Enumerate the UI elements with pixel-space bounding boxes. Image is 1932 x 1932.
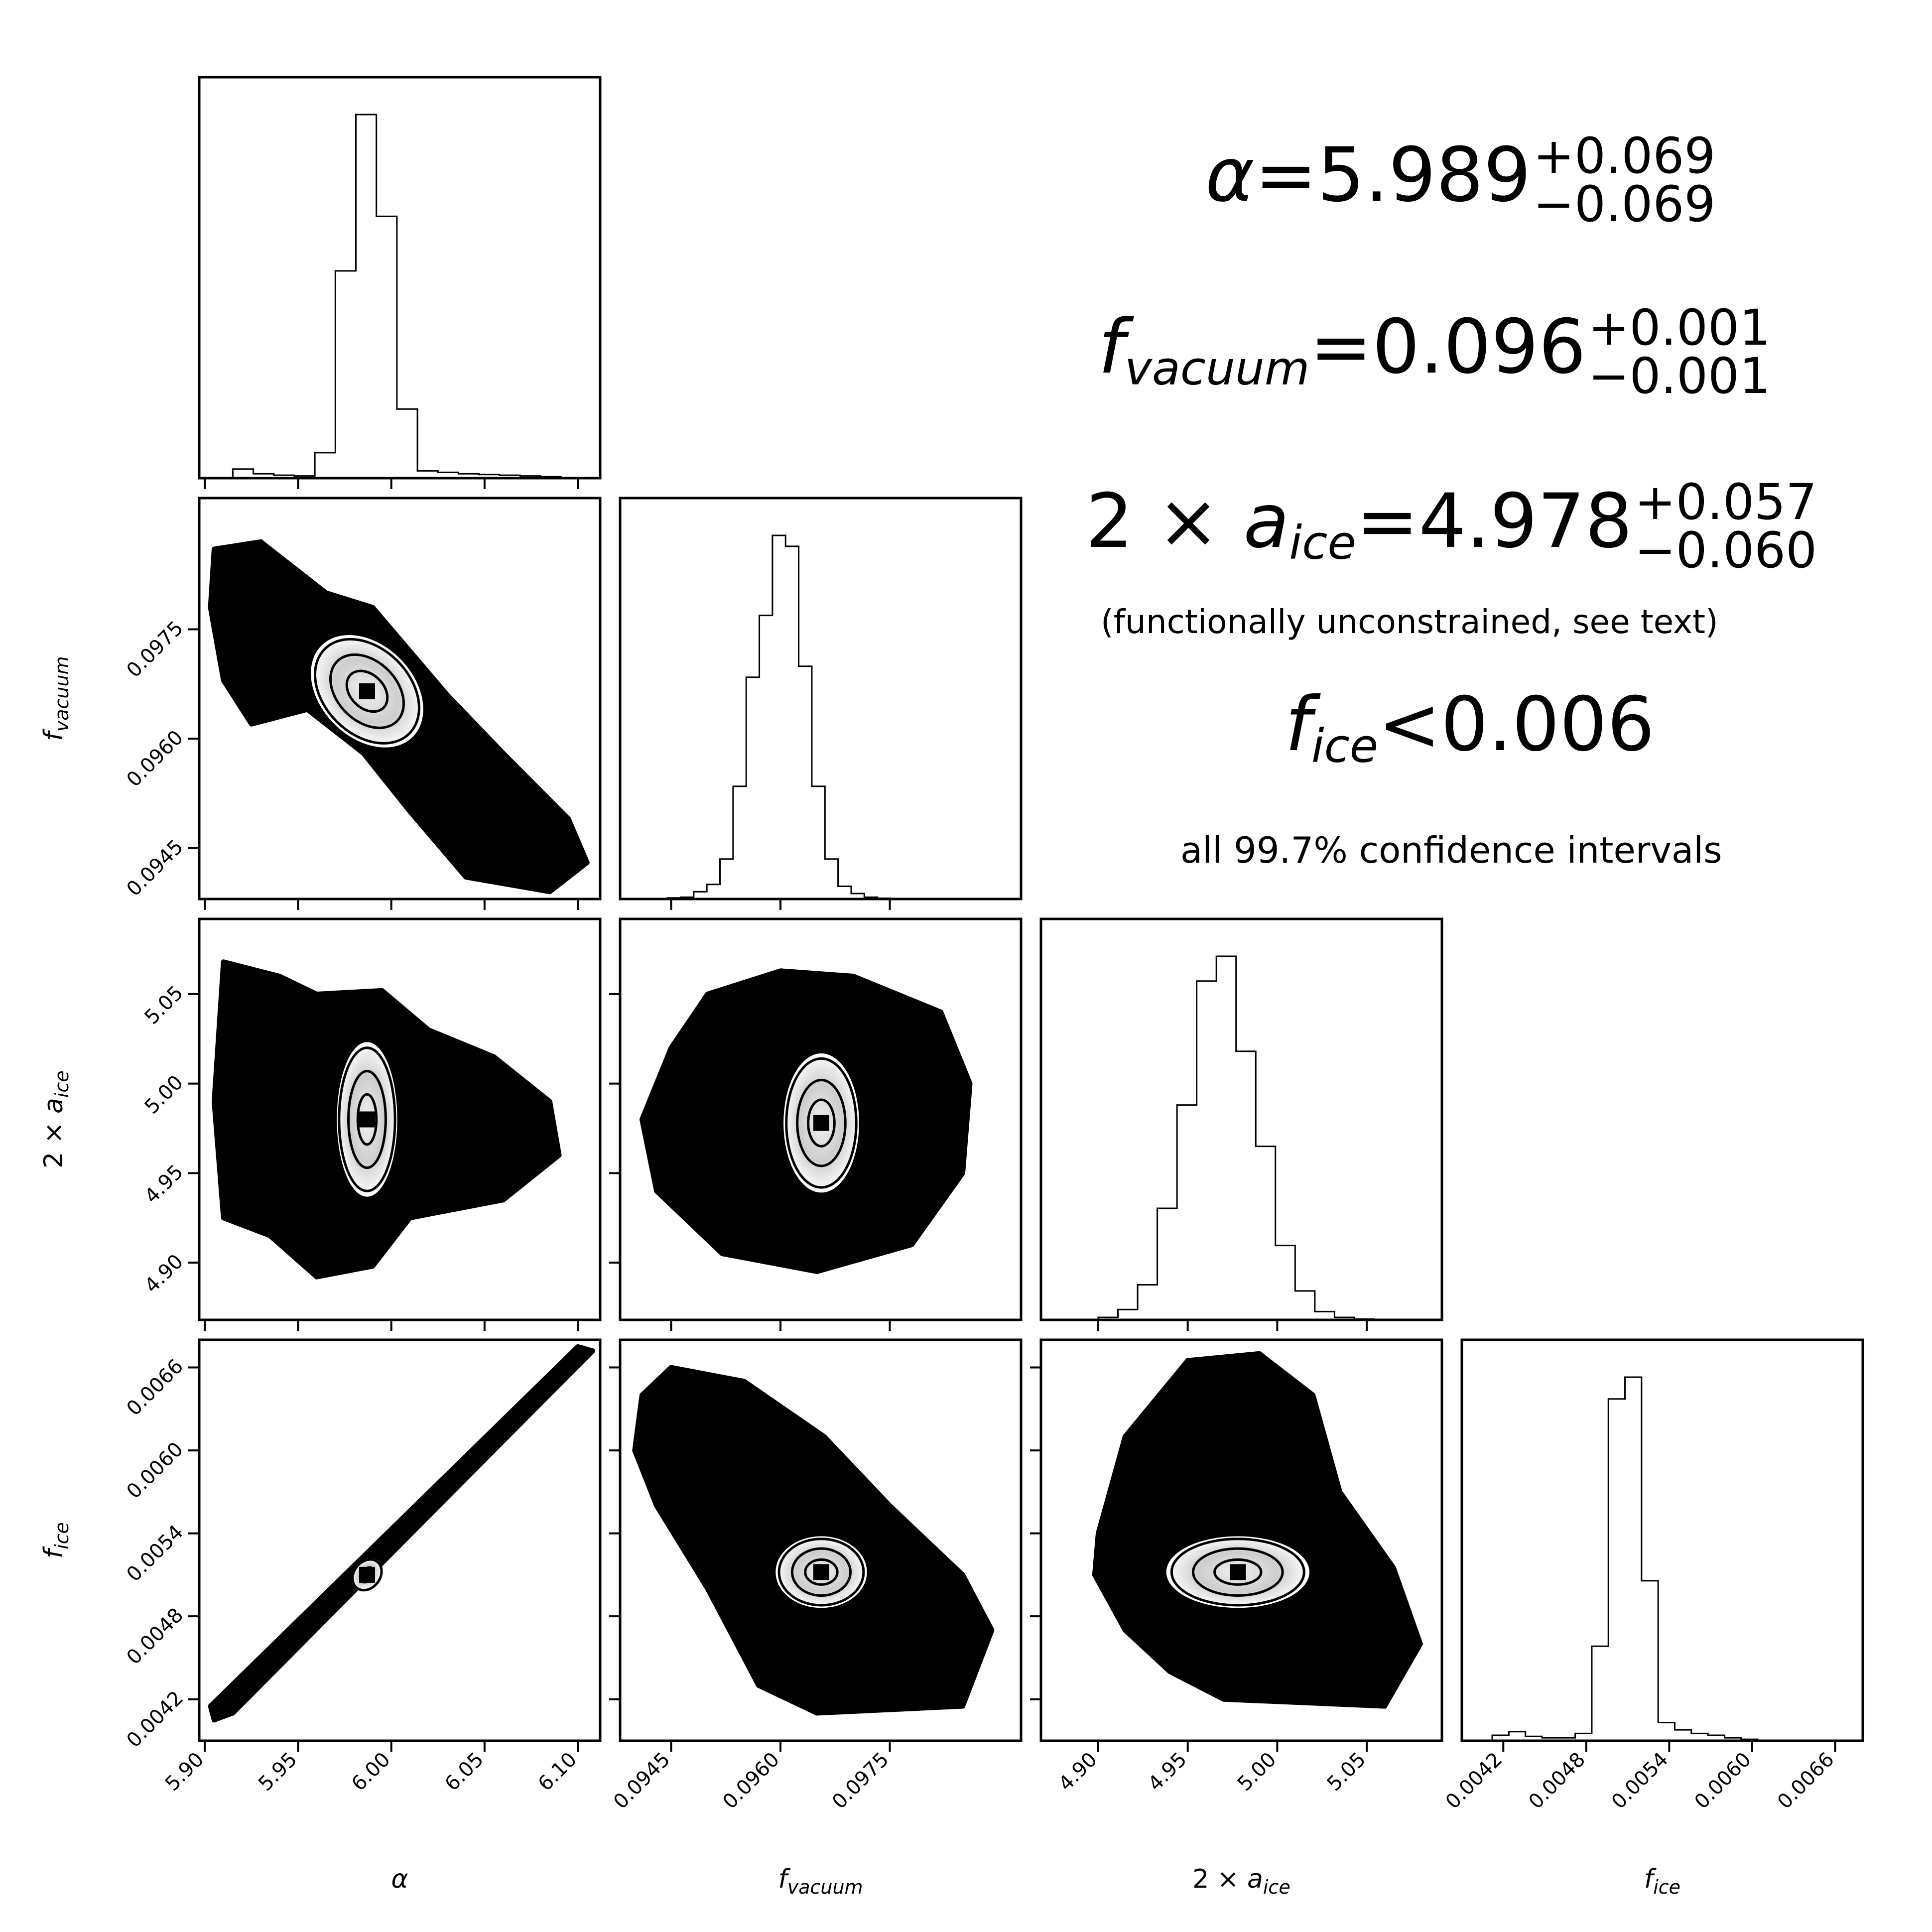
histogram-f_ice [1491,1376,1759,1741]
summary-a-ice: 2 × aice=4.978 +0.057 −0.060 [1086,474,1817,580]
histogram-frame-a_ice [1039,917,1443,1321]
a-ice-value: 4.978 [1418,478,1633,565]
contour-f_vacuum-a_ice [785,1057,858,1189]
contour-alpha-f_ice [351,1558,383,1592]
y-tick-label-a_ice: 5.05 [140,981,188,1029]
contour-a_ice-f_ice [1191,1547,1284,1597]
y-axis-label-f_ice: fice [39,1522,73,1558]
alpha-value: 5.989 [1317,132,1531,219]
a-ice-plus: +0.057 [1634,474,1817,531]
histogram-frame-f_ice [1460,1338,1864,1742]
contour-alpha-f_vacuum [314,638,420,745]
y-tick-label-f_ice: 0.0054 [123,1521,188,1586]
density-peak-a_ice-f_ice [1230,1564,1246,1580]
y-tick-label-a_ice: 5.00 [140,1071,188,1119]
y-tick-label-f_ice: 0.0048 [123,1604,188,1669]
contour-a_ice-f_ice [1213,1558,1263,1586]
a-ice-minus: −0.060 [1634,522,1817,580]
contour-f_vacuum-a_ice [796,1078,847,1167]
summary-f-vacuum: fvacuum=0.096 +0.001 −0.001 [1098,299,1771,405]
x-tick-label-f_ice: 0.0066 [1773,1748,1838,1813]
y-tick-label-f_vacuum: 0.0945 [123,835,188,901]
alpha-symbol: α [1205,132,1255,219]
x-axis-label-alpha: α [391,1864,408,1894]
a-ice-sub: ice [1289,515,1356,570]
histogram-frame-f_vacuum [619,497,1023,901]
y-axis-label-a_ice: 2 × aice [39,1070,73,1168]
x-tick-label-a_ice: 5.05 [1323,1748,1371,1796]
x-tick-label-a_ice: 4.95 [1144,1748,1191,1796]
contour-a_ice-f_ice [1170,1538,1305,1607]
contour-f_vacuum-f_ice [790,1547,852,1597]
sample-cloud-a_ice-f_ice [1092,1351,1423,1709]
y-tick-label-f_vacuum: 0.0960 [123,726,188,791]
f-ice-limit: <0.006 [1378,681,1655,768]
x-tick-label-f_vacuum: 0.0945 [609,1748,674,1813]
f-ice-symbol: f [1285,681,1311,768]
y-tick-label-f_ice: 0.0042 [123,1686,188,1752]
f-vacuum-symbol: f [1098,304,1125,391]
y-tick-label-f_ice: 0.0066 [123,1355,188,1420]
a-ice-note: (functionally unconstrained, see text) [1101,603,1718,641]
x-tick-label-a_ice: 4.90 [1054,1748,1102,1796]
x-axis-label-f_vacuum: fvacuum [778,1864,863,1898]
f-vacuum-minus: −0.001 [1588,348,1771,405]
x-tick-label-alpha: 5.90 [161,1748,209,1796]
contour-alpha-f_vacuum [345,669,389,713]
histogram-f_vacuum [666,534,931,900]
x-tick-label-alpha: 6.10 [534,1748,582,1796]
x-tick-label-a_ice: 5.00 [1233,1748,1281,1796]
contour-f_vacuum-f_ice [777,1538,865,1607]
contour-alpha-f_vacuum [329,653,405,729]
y-tick-label-f_ice: 0.0060 [123,1438,188,1503]
panel-frame-alpha-f_vacuum [198,497,602,901]
x-tick-label-f_vacuum: 0.0960 [719,1748,784,1813]
contour-alpha-a_ice [356,1093,378,1146]
x-axis-label-f_ice: fice [1644,1864,1680,1898]
density-peak-f_vacuum-a_ice [813,1115,829,1131]
x-tick-label-f_ice: 0.0042 [1441,1748,1507,1813]
x-tick-label-f_vacuum: 0.0975 [828,1748,893,1813]
x-tick-label-alpha: 6.00 [347,1748,395,1796]
f-vacuum-sub: vacuum [1124,341,1310,395]
a-ice-prefix: 2 × [1086,478,1244,565]
x-tick-label-alpha: 6.05 [440,1748,488,1796]
histogram-a_ice [1097,955,1375,1320]
f-vacuum-value: 0.096 [1372,304,1586,391]
alpha-plus: +0.069 [1533,128,1716,185]
y-tick-label-a_ice: 4.90 [140,1250,188,1298]
contour-f_vacuum-f_ice [804,1558,839,1586]
panel-frame-f_vacuum-a_ice [619,917,1023,1321]
y-tick-label-a_ice: 4.95 [140,1160,188,1208]
density-peak-alpha-f_vacuum [359,683,375,699]
confidence-footer: all 99.7% confidence intervals [1180,829,1722,871]
f-vacuum-plus: +0.001 [1588,299,1771,357]
contour-alpha-a_ice [338,1046,396,1192]
density-peak-alpha-f_ice [359,1566,375,1583]
histogram-alpha [232,114,562,478]
contour-alpha-a_ice [347,1069,387,1169]
histogram-frame-alpha [198,76,602,480]
x-tick-label-alpha: 5.95 [254,1748,302,1796]
alpha-minus: −0.069 [1533,176,1716,234]
density-peak-f_vacuum-f_ice [813,1564,829,1580]
y-tick-label-f_vacuum: 0.0975 [123,617,188,682]
panel-frame-f_vacuum-f_ice [619,1338,1023,1742]
y-axis-label-f_vacuum: fvacuum [39,656,73,741]
a-ice-symbol: a [1243,478,1289,565]
panel-frame-alpha-f_ice [198,1338,602,1742]
contour-f_vacuum-a_ice [807,1098,836,1148]
x-tick-label-f_ice: 0.0060 [1690,1748,1756,1813]
summary-alpha: α=5.989 +0.069 −0.069 [1205,128,1716,234]
density-peak-alpha-a_ice [359,1111,375,1128]
panel-frame-alpha-a_ice [198,917,602,1321]
x-tick-label-f_ice: 0.0054 [1607,1748,1673,1813]
panel-frame-a_ice-f_ice [1039,1338,1443,1742]
summary-f-ice: fice<0.006 [1285,687,1655,769]
x-tick-label-f_ice: 0.0048 [1524,1748,1589,1813]
f-ice-sub: ice [1311,719,1378,773]
sample-cloud-alpha-f_ice [208,1344,596,1723]
x-axis-label-a_ice: 2 × aice [1192,1864,1290,1898]
